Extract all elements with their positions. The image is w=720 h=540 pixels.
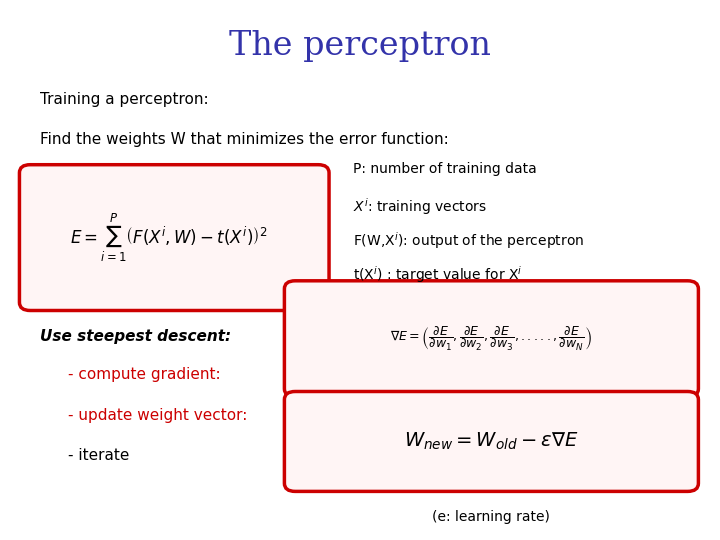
Text: Find the weights W that minimizes the error function:: Find the weights W that minimizes the er…	[40, 132, 449, 147]
Text: P: number of training data: P: number of training data	[353, 162, 536, 176]
Text: $\nabla E = \left(\dfrac{\partial E}{\partial w_1}, \dfrac{\partial E}{\partial : $\nabla E = \left(\dfrac{\partial E}{\pa…	[390, 325, 592, 353]
Text: F(W,X$^i$): output of the perceptron: F(W,X$^i$): output of the perceptron	[353, 230, 584, 251]
FancyBboxPatch shape	[284, 392, 698, 491]
Text: - compute gradient:: - compute gradient:	[68, 367, 221, 382]
Text: t(X$^i$) : target value for X$^i$: t(X$^i$) : target value for X$^i$	[353, 264, 522, 285]
FancyBboxPatch shape	[284, 281, 698, 397]
Text: $X^i$: training vectors: $X^i$: training vectors	[353, 196, 487, 217]
FancyBboxPatch shape	[19, 165, 329, 310]
Text: - iterate: - iterate	[68, 448, 130, 463]
Text: The perceptron: The perceptron	[229, 30, 491, 62]
Text: - update weight vector:: - update weight vector:	[68, 408, 248, 423]
Text: Training a perceptron:: Training a perceptron:	[40, 92, 208, 107]
Text: $W_{new} = W_{old} - \varepsilon \nabla E$: $W_{new} = W_{old} - \varepsilon \nabla …	[404, 431, 578, 453]
Text: $E = \sum_{i=1}^{P}\left(F(X^i,W) - t(X^i)\right)^2$: $E = \sum_{i=1}^{P}\left(F(X^i,W) - t(X^…	[71, 212, 268, 264]
Text: Use steepest descent:: Use steepest descent:	[40, 329, 230, 345]
Text: (e: learning rate): (e: learning rate)	[432, 510, 550, 524]
